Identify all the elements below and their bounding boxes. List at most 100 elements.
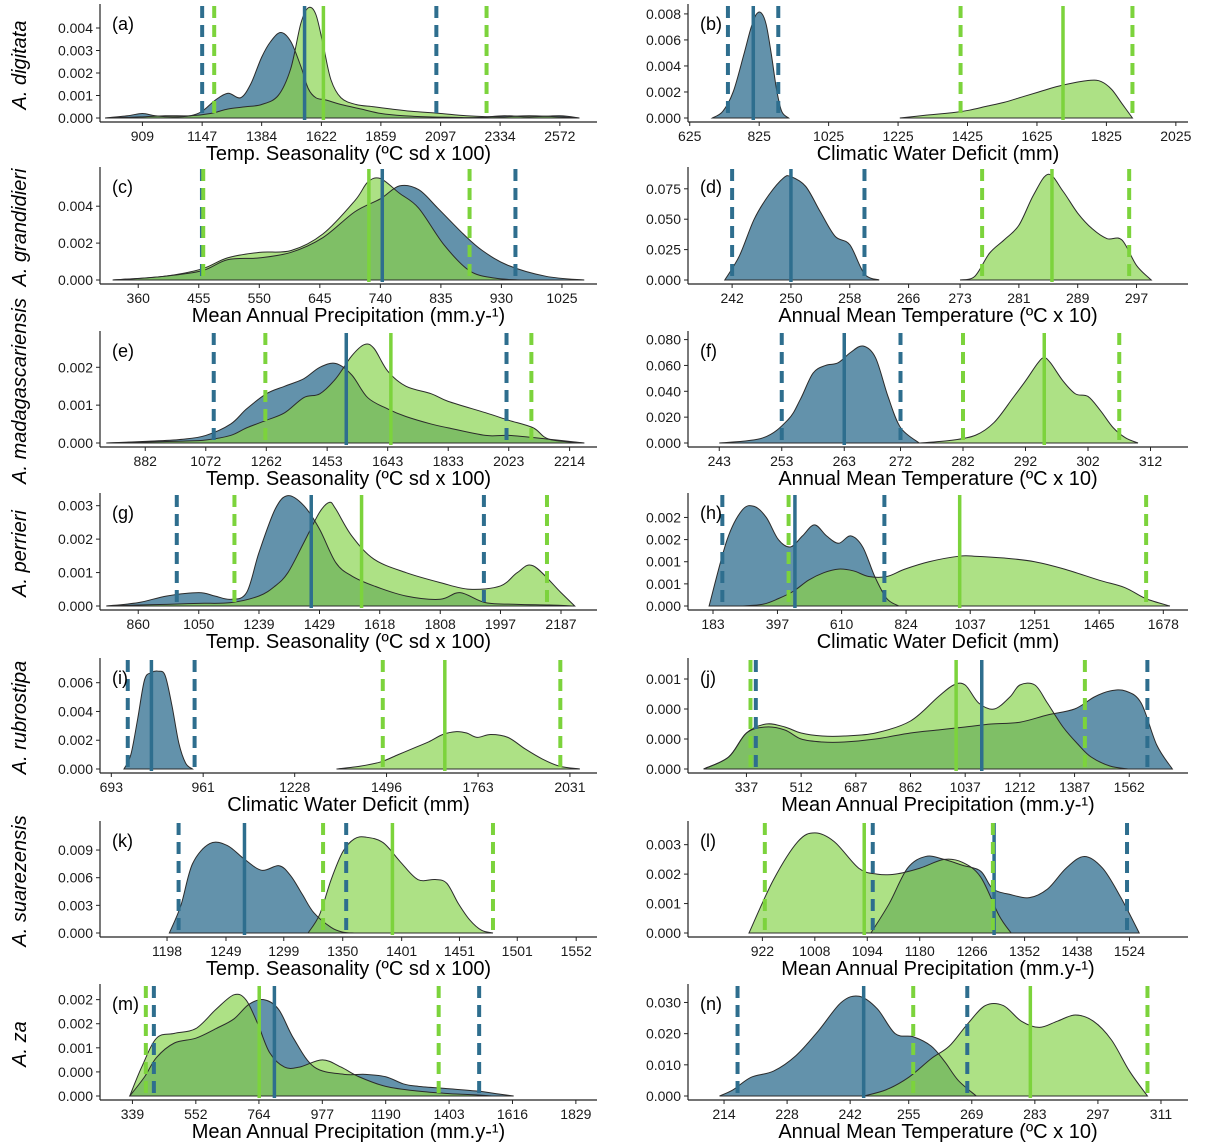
y-tick-label: 0.000 — [58, 435, 93, 451]
y-tick-label: 0.000 — [58, 1088, 93, 1104]
x-tick-label: 2097 — [425, 128, 456, 144]
panel-letter: (k) — [112, 831, 133, 851]
x-tick-label: 1266 — [957, 943, 988, 959]
x-tick-label: 1384 — [246, 128, 277, 144]
x-axis-title: Temp. Seasonality (ºC sd x 100) — [206, 143, 491, 165]
y-tick-label: 0.002 — [646, 532, 681, 548]
x-tick-label: 282 — [951, 453, 975, 469]
x-tick-label: 1198 — [152, 943, 182, 959]
y-tick-label: 0.004 — [58, 703, 93, 719]
density-outline-current — [112, 184, 585, 281]
x-tick-label: 1808 — [425, 616, 456, 632]
x-tick-label: 397 — [766, 616, 790, 632]
x-tick-label: 1025 — [813, 128, 844, 144]
x-tick-label: 2031 — [554, 779, 585, 795]
x-tick-label: 1833 — [433, 453, 464, 469]
density-area-overlap — [106, 502, 575, 606]
y-tick-label: 0.003 — [58, 43, 93, 59]
x-tick-label: 1763 — [462, 779, 493, 795]
density-outline-future — [919, 357, 1139, 444]
x-tick-label: 266 — [897, 290, 921, 306]
density-area-future — [960, 174, 1152, 280]
x-tick-label: 512 — [789, 779, 813, 795]
y-tick-label: 0.000 — [58, 110, 93, 126]
y-tick-label: 0.000 — [646, 761, 681, 777]
panel-letter: (j) — [700, 668, 716, 688]
density-outline-future — [307, 836, 494, 934]
y-tick-label: 0.006 — [58, 870, 93, 886]
x-tick-label: 1465 — [1084, 616, 1115, 632]
density-area-current — [123, 671, 193, 769]
panel-letter: (h) — [700, 503, 722, 523]
x-tick-label: 835 — [429, 290, 453, 306]
y-tick-label: 0.002 — [58, 65, 93, 81]
panel-letter: (e) — [112, 341, 134, 361]
y-tick-label: 0.002 — [646, 509, 681, 525]
panel-k: 0.000 0.003 0.006 0.009 1198 1249 1299 1350 1401… — [58, 821, 597, 980]
x-tick-label: 1429 — [304, 616, 335, 632]
x-axis-title: Annual Mean Temperature (ºC x 10) — [778, 305, 1097, 327]
x-tick-label: 253 — [770, 453, 794, 469]
density-area-current — [169, 842, 355, 933]
x-tick-label: 339 — [121, 1106, 145, 1122]
panel-b: 0.000 0.002 0.004 0.006 0.008 625 825 1025 1225 1… — [646, 4, 1192, 165]
y-tick-label: 0.040 — [646, 383, 681, 399]
y-tick-label: 0.020 — [646, 409, 681, 425]
x-tick-label: 360 — [127, 290, 151, 306]
y-tick-label: 0.010 — [646, 1057, 681, 1073]
y-tick-label: 0.050 — [646, 211, 681, 227]
x-tick-label: 263 — [833, 453, 857, 469]
x-tick-label: 1352 — [1009, 943, 1040, 959]
x-tick-label: 311 — [1150, 1106, 1173, 1122]
x-tick-label: 550 — [248, 290, 272, 306]
x-tick-label: 1829 — [560, 1106, 591, 1122]
panel-n: 0.000 0.010 0.020 0.030 214 228 242 255 269 283 29… — [646, 984, 1188, 1143]
density-outline-current — [719, 345, 921, 444]
x-tick-label: 625 — [678, 128, 702, 144]
density-area-overlap — [129, 999, 493, 1096]
density-outline-current — [719, 995, 978, 1097]
density-outline-future — [742, 555, 1171, 607]
x-tick-label: 1453 — [312, 453, 343, 469]
x-tick-label: 1050 — [183, 616, 214, 632]
panel-f: 0.000 0.020 0.040 0.060 0.080 243 253 263 272 282… — [646, 331, 1188, 490]
panel-letter: (n) — [700, 994, 722, 1014]
y-tick-label: 0.002 — [58, 531, 93, 547]
panel-j: 0.000 0.000 0.000 0.001 337 512 687 862 1037 1212… — [646, 658, 1188, 816]
y-tick-label: 0.002 — [646, 866, 681, 882]
panel-l: 0.000 0.001 0.002 0.003 922 1008 1094 1180 1266 1… — [646, 821, 1188, 980]
y-tick-label: 0.020 — [646, 1026, 681, 1042]
y-tick-label: 0.030 — [646, 994, 681, 1010]
x-axis-title: Climatic Water Deficit (mm) — [817, 143, 1060, 165]
density-outline-future — [336, 731, 580, 770]
x-axis-title: Temp. Seasonality (ºC sd x 100) — [206, 468, 491, 490]
density-outline-current — [708, 505, 901, 607]
x-tick-label: 1094 — [852, 943, 883, 959]
density-outline-future — [112, 177, 521, 281]
y-tick-label: 0.002 — [58, 992, 93, 1008]
y-tick-label: 0.000 — [58, 1064, 93, 1080]
x-tick-label: 1262 — [251, 453, 282, 469]
y-tick-label: 0.002 — [58, 1016, 93, 1032]
density-outline-current — [703, 689, 1174, 770]
y-tick-label: 0.025 — [646, 242, 681, 258]
x-tick-label: 1072 — [190, 453, 221, 469]
y-tick-label: 0.008 — [646, 6, 681, 22]
x-axis-title: Climatic Water Deficit (mm) — [227, 794, 470, 816]
x-tick-label: 272 — [889, 453, 913, 469]
x-tick-label: 1401 — [386, 943, 417, 959]
x-tick-label: 1438 — [1061, 943, 1092, 959]
density-area-future — [308, 836, 493, 933]
x-tick-label: 214 — [712, 1106, 736, 1122]
x-tick-label: 693 — [100, 779, 124, 795]
x-tick-label: 552 — [184, 1106, 208, 1122]
x-axis-title: Temp. Seasonality (ºC sd x 100) — [206, 958, 491, 980]
species-label: A. perrieri — [9, 510, 31, 598]
x-tick-label: 292 — [1014, 453, 1038, 469]
x-tick-label: 258 — [838, 290, 862, 306]
y-tick-label: 0.001 — [58, 397, 93, 413]
x-tick-label: 242 — [720, 290, 744, 306]
panel-letter: (i) — [112, 668, 128, 688]
x-axis-title: Annual Mean Temperature (ºC x 10) — [778, 1121, 1097, 1143]
x-tick-label: 1251 — [1019, 616, 1050, 632]
